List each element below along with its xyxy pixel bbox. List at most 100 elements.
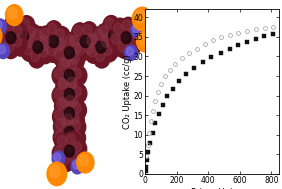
Circle shape xyxy=(37,44,53,64)
Circle shape xyxy=(92,26,109,46)
Circle shape xyxy=(0,21,2,29)
Circle shape xyxy=(70,100,87,120)
Y-axis label: CO₂ Uptake (cc/g): CO₂ Uptake (cc/g) xyxy=(123,54,132,129)
Circle shape xyxy=(0,19,6,34)
Circle shape xyxy=(101,42,118,62)
Circle shape xyxy=(66,128,71,134)
Circle shape xyxy=(6,32,16,44)
Circle shape xyxy=(103,45,112,55)
Circle shape xyxy=(136,31,154,52)
Circle shape xyxy=(59,78,68,88)
Circle shape xyxy=(110,32,115,38)
Circle shape xyxy=(0,43,10,59)
Circle shape xyxy=(133,25,140,33)
Circle shape xyxy=(131,23,144,38)
Circle shape xyxy=(23,44,32,55)
Circle shape xyxy=(22,31,39,50)
Circle shape xyxy=(69,117,86,137)
Circle shape xyxy=(50,37,56,44)
Circle shape xyxy=(80,36,90,47)
Circle shape xyxy=(60,97,69,108)
Circle shape xyxy=(75,44,84,55)
Circle shape xyxy=(54,117,70,136)
Circle shape xyxy=(47,45,56,56)
Circle shape xyxy=(6,5,23,26)
Circle shape xyxy=(8,31,17,42)
Circle shape xyxy=(53,128,70,147)
Circle shape xyxy=(77,152,94,173)
Circle shape xyxy=(65,126,74,138)
Circle shape xyxy=(122,32,131,44)
Circle shape xyxy=(66,71,71,78)
Circle shape xyxy=(125,35,141,55)
Circle shape xyxy=(25,33,34,44)
Circle shape xyxy=(39,46,48,57)
Circle shape xyxy=(65,145,74,157)
Circle shape xyxy=(0,36,6,46)
Circle shape xyxy=(129,27,138,38)
Circle shape xyxy=(100,31,117,51)
Circle shape xyxy=(31,26,47,46)
Circle shape xyxy=(66,75,82,95)
Circle shape xyxy=(5,19,14,30)
Circle shape xyxy=(59,114,76,134)
Circle shape xyxy=(85,43,94,54)
Circle shape xyxy=(7,33,13,40)
Circle shape xyxy=(69,152,78,163)
Circle shape xyxy=(81,37,87,44)
Circle shape xyxy=(116,31,125,42)
Circle shape xyxy=(54,36,71,55)
Circle shape xyxy=(97,23,113,43)
Circle shape xyxy=(20,18,30,29)
Circle shape xyxy=(112,18,128,38)
Circle shape xyxy=(82,41,99,60)
Circle shape xyxy=(5,41,14,52)
Circle shape xyxy=(63,32,80,52)
Circle shape xyxy=(69,128,85,148)
Circle shape xyxy=(55,40,64,51)
Circle shape xyxy=(55,130,64,141)
Circle shape xyxy=(88,33,97,44)
Circle shape xyxy=(61,117,70,128)
Circle shape xyxy=(109,31,126,51)
Circle shape xyxy=(65,95,74,106)
Circle shape xyxy=(70,35,79,46)
Circle shape xyxy=(73,42,90,61)
Circle shape xyxy=(72,142,81,153)
Circle shape xyxy=(61,56,70,67)
Circle shape xyxy=(66,90,71,97)
Circle shape xyxy=(38,33,54,53)
Circle shape xyxy=(126,47,133,56)
Circle shape xyxy=(87,35,96,46)
Circle shape xyxy=(110,39,119,50)
Circle shape xyxy=(57,99,66,109)
Circle shape xyxy=(108,37,124,56)
Circle shape xyxy=(65,47,74,59)
Circle shape xyxy=(13,36,22,47)
Circle shape xyxy=(68,50,84,70)
Circle shape xyxy=(25,24,41,43)
Circle shape xyxy=(56,76,72,95)
Circle shape xyxy=(102,34,111,44)
Circle shape xyxy=(71,120,80,130)
Circle shape xyxy=(38,37,54,57)
Circle shape xyxy=(18,16,35,35)
Circle shape xyxy=(0,24,2,48)
Circle shape xyxy=(127,38,136,49)
Circle shape xyxy=(67,77,76,88)
Circle shape xyxy=(9,18,26,38)
Circle shape xyxy=(58,78,67,89)
Circle shape xyxy=(56,119,65,130)
Circle shape xyxy=(13,36,29,56)
Circle shape xyxy=(50,165,60,178)
Circle shape xyxy=(67,149,84,169)
Circle shape xyxy=(97,43,103,49)
Circle shape xyxy=(94,29,103,40)
Circle shape xyxy=(116,39,133,58)
Circle shape xyxy=(99,26,108,37)
Circle shape xyxy=(52,46,69,66)
Circle shape xyxy=(40,29,49,39)
Circle shape xyxy=(114,21,123,32)
Circle shape xyxy=(73,161,80,169)
Circle shape xyxy=(65,108,74,119)
